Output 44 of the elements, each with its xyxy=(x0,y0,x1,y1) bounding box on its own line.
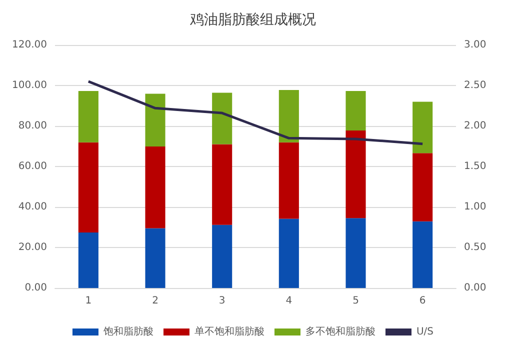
y-tick-label: 100.00 xyxy=(12,80,47,91)
x-tick-label: 5 xyxy=(352,296,359,306)
y-tick-label: 60.00 xyxy=(18,161,47,172)
bar xyxy=(278,142,299,219)
bar xyxy=(346,90,366,130)
line-series xyxy=(87,80,424,146)
y2-tick-label: 0.50 xyxy=(464,242,486,253)
y-tick-label: 80.00 xyxy=(18,120,47,132)
chart-title: 鸡油脂肪酸组成概况 xyxy=(189,12,316,28)
bar xyxy=(346,130,366,218)
bar xyxy=(278,90,299,142)
x-tick-label: 1 xyxy=(85,296,92,306)
y-tick-label: 120.00 xyxy=(12,40,47,50)
x-tick-label: 2 xyxy=(152,296,158,306)
x-tick-label: 6 xyxy=(419,296,426,306)
legend-label: 饱和脂肪酸 xyxy=(102,326,154,338)
x-tick-label: 3 xyxy=(218,296,226,306)
legend-label: 单不饱和脂肪酸 xyxy=(194,326,264,338)
bar xyxy=(212,144,232,225)
bar xyxy=(78,90,98,142)
bar xyxy=(412,221,433,288)
y2-tick-label: 1.50 xyxy=(464,161,486,172)
y2-tick-label: 0.00 xyxy=(464,282,486,294)
y-tick-label: 0.00 xyxy=(24,282,47,294)
bar xyxy=(412,153,433,222)
y2-tick-label: 3.00 xyxy=(464,40,486,50)
bar xyxy=(212,224,232,288)
x-tick-label: 4 xyxy=(286,296,292,306)
y2-tick-label: 2.50 xyxy=(464,80,486,91)
bar xyxy=(278,218,299,288)
bar xyxy=(145,146,166,228)
y2-tick-label: 1.00 xyxy=(464,202,486,212)
legend-label: U/S xyxy=(416,326,434,338)
y-tick-label: 40.00 xyxy=(18,202,47,212)
bar xyxy=(212,92,232,144)
y-tick-label: 20.00 xyxy=(18,242,47,253)
y2-tick-label: 2.00 xyxy=(464,120,486,132)
bar xyxy=(145,228,166,288)
legend-label: 多不饱和脂肪酸 xyxy=(305,326,376,338)
bar xyxy=(78,142,98,233)
bar xyxy=(145,94,166,146)
bar xyxy=(346,218,366,288)
bar xyxy=(78,232,98,288)
bar xyxy=(412,102,433,154)
